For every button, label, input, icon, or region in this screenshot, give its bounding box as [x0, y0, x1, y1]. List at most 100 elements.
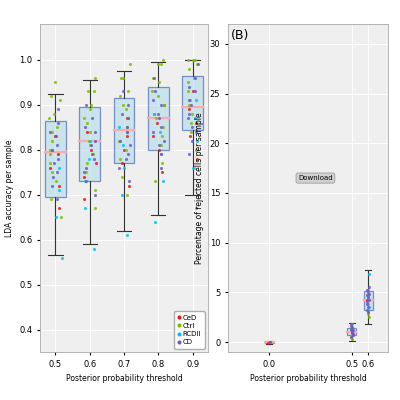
Point — [120, 75, 126, 81]
Point — [193, 129, 200, 135]
Point — [156, 79, 162, 86]
Point — [348, 327, 354, 333]
Point — [81, 174, 87, 180]
Point — [81, 169, 87, 176]
Point — [55, 106, 61, 112]
Point — [91, 156, 97, 162]
Point — [150, 129, 156, 135]
Point — [186, 106, 192, 112]
Point — [348, 320, 355, 327]
Bar — [80, 107, 100, 181]
Point — [49, 138, 55, 144]
Point — [190, 57, 196, 63]
Point — [116, 138, 123, 144]
Point — [54, 124, 60, 130]
Point — [160, 57, 167, 63]
Point — [348, 323, 355, 329]
Point — [364, 292, 370, 298]
Point — [124, 232, 130, 238]
Point — [120, 142, 126, 148]
Point — [49, 147, 56, 153]
Point — [48, 93, 54, 99]
Point — [192, 147, 199, 153]
Text: (B): (B) — [231, 29, 250, 42]
Point — [186, 97, 192, 104]
Point — [83, 164, 89, 171]
Point — [193, 97, 199, 104]
Point — [85, 88, 92, 94]
Point — [158, 61, 164, 68]
Point — [56, 187, 62, 194]
Point — [82, 178, 89, 184]
Point — [117, 156, 123, 162]
Text: Download: Download — [298, 175, 333, 181]
Point — [47, 151, 54, 158]
Bar — [364, 291, 373, 310]
Point — [52, 214, 59, 220]
Point — [90, 246, 97, 252]
Point — [159, 160, 166, 166]
Point — [124, 115, 131, 122]
Point — [87, 106, 94, 112]
Point — [365, 289, 371, 296]
Point — [185, 79, 192, 86]
Point — [89, 115, 95, 122]
Point — [267, 339, 274, 345]
Bar — [182, 76, 203, 130]
Point — [49, 169, 55, 176]
Point — [117, 93, 124, 99]
Point — [58, 214, 64, 220]
Point — [350, 327, 356, 333]
Point — [160, 178, 166, 184]
Point — [125, 115, 131, 122]
Point — [151, 218, 158, 225]
Point — [184, 57, 191, 63]
Point — [155, 93, 161, 99]
Point — [54, 142, 60, 148]
Point — [124, 124, 130, 130]
Point — [365, 294, 371, 300]
Bar — [45, 121, 66, 197]
Point — [186, 102, 193, 108]
Point — [47, 147, 54, 153]
Point — [92, 138, 98, 144]
Point — [348, 320, 354, 327]
Point — [80, 196, 87, 202]
Point — [158, 151, 164, 158]
Point — [91, 88, 97, 94]
Point — [81, 115, 87, 122]
Point — [122, 147, 129, 153]
Point — [152, 178, 158, 184]
Point — [116, 138, 122, 144]
Point — [92, 192, 98, 198]
Point — [186, 111, 192, 117]
Point — [193, 120, 200, 126]
Point — [350, 331, 356, 337]
Point — [83, 169, 89, 176]
Point — [92, 205, 98, 212]
Point — [150, 75, 156, 81]
Point — [187, 133, 193, 140]
Point — [88, 151, 95, 158]
Point — [57, 97, 64, 104]
Point — [50, 174, 56, 180]
Point — [92, 75, 99, 81]
Point — [188, 129, 194, 135]
Point — [82, 178, 88, 184]
X-axis label: Posterior probability threshold: Posterior probability threshold — [250, 374, 366, 383]
Y-axis label: Percentage of rejected cells per sample: Percentage of rejected cells per sample — [195, 112, 204, 264]
Point — [149, 88, 156, 94]
Point — [118, 174, 125, 180]
Point — [267, 339, 273, 345]
Point — [364, 299, 370, 306]
Point — [349, 331, 356, 337]
Point — [87, 129, 94, 135]
Point — [54, 196, 60, 202]
Point — [190, 164, 196, 171]
Point — [194, 61, 200, 68]
Point — [365, 304, 371, 310]
Point — [56, 164, 62, 171]
Point — [158, 142, 164, 148]
Point — [83, 102, 90, 108]
Point — [118, 75, 125, 81]
